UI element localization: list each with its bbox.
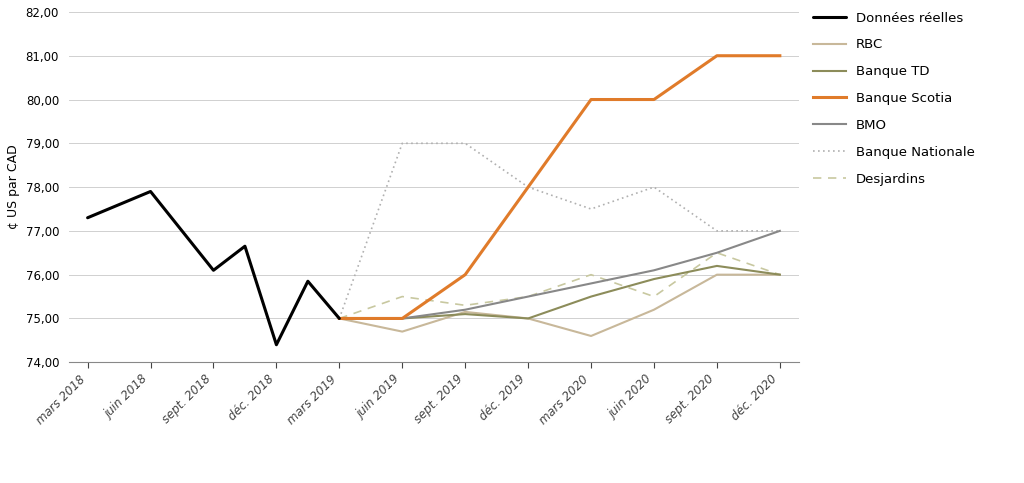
- Données réelles: [333, 315, 345, 321]
- Banque Scotia: [648, 97, 660, 102]
- Desjardins: [459, 302, 471, 308]
- Données réelles: [270, 342, 283, 348]
- Banque Nationale: [774, 228, 786, 234]
- BMO: [333, 315, 345, 321]
- BMO: [585, 281, 597, 286]
- Banque Scotia: [585, 97, 597, 102]
- Banque Nationale: [648, 184, 660, 190]
- Banque Scotia: [522, 184, 535, 190]
- Banque Scotia: [459, 272, 471, 278]
- Legend: Données réelles, RBC, Banque TD, Banque Scotia, BMO, Banque Nationale, Desjardin: Données réelles, RBC, Banque TD, Banque …: [813, 12, 975, 185]
- Desjardins: [522, 294, 535, 299]
- Desjardins: [774, 272, 786, 278]
- Banque TD: [774, 272, 786, 278]
- RBC: [522, 315, 535, 321]
- Données réelles: [207, 268, 219, 273]
- Desjardins: [648, 294, 660, 299]
- RBC: [459, 309, 471, 315]
- Données réelles: [302, 278, 314, 284]
- BMO: [648, 268, 660, 273]
- Desjardins: [396, 294, 409, 299]
- Line: Banque Nationale: Banque Nationale: [339, 143, 780, 318]
- Line: Banque TD: Banque TD: [339, 266, 780, 318]
- Line: RBC: RBC: [339, 275, 780, 336]
- Desjardins: [585, 272, 597, 278]
- Banque Scotia: [774, 53, 786, 58]
- Banque Scotia: [396, 315, 409, 321]
- Données réelles: [144, 188, 157, 194]
- Line: BMO: BMO: [339, 231, 780, 318]
- Banque Scotia: [333, 315, 345, 321]
- BMO: [711, 250, 723, 256]
- RBC: [333, 315, 345, 321]
- RBC: [711, 272, 723, 278]
- Banque Nationale: [585, 206, 597, 212]
- Banque TD: [585, 294, 597, 299]
- Desjardins: [333, 315, 345, 321]
- Banque Nationale: [522, 184, 535, 190]
- Banque Nationale: [396, 141, 409, 146]
- Données réelles: [239, 243, 251, 249]
- Banque TD: [396, 315, 409, 321]
- RBC: [774, 272, 786, 278]
- BMO: [522, 294, 535, 299]
- Desjardins: [711, 250, 723, 256]
- Line: Données réelles: Données réelles: [88, 191, 339, 345]
- Line: Desjardins: Desjardins: [339, 253, 780, 318]
- BMO: [774, 228, 786, 234]
- Banque Nationale: [711, 228, 723, 234]
- Banque TD: [522, 315, 535, 321]
- Line: Banque Scotia: Banque Scotia: [339, 56, 780, 318]
- Banque Scotia: [711, 53, 723, 58]
- BMO: [459, 307, 471, 313]
- RBC: [648, 307, 660, 313]
- Banque TD: [711, 263, 723, 269]
- Y-axis label: ¢ US par CAD: ¢ US par CAD: [7, 145, 19, 229]
- Banque TD: [333, 315, 345, 321]
- Banque Nationale: [459, 141, 471, 146]
- Données réelles: [82, 215, 94, 221]
- Banque TD: [459, 311, 471, 317]
- Banque TD: [648, 276, 660, 282]
- RBC: [396, 329, 409, 335]
- RBC: [585, 333, 597, 339]
- Banque Nationale: [333, 315, 345, 321]
- BMO: [396, 315, 409, 321]
